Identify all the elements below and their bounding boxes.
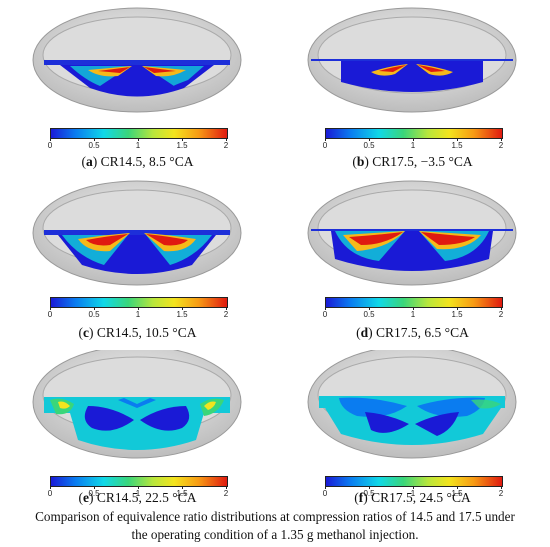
- colorbar-c: [50, 297, 228, 308]
- tick-label: 1: [410, 141, 416, 150]
- tick-label: 0: [322, 310, 328, 319]
- piston-bowl-contour-b: [307, 7, 517, 113]
- tick-label: 1: [410, 489, 416, 498]
- tick-label: 1.5: [451, 310, 463, 319]
- tick-label: 1: [135, 489, 141, 498]
- panel-caption-c: (c) CR14.5, 10.5 °CA: [78, 325, 197, 340]
- colorbar-ticks-a: 0 0.5 1 1.5 2: [47, 138, 229, 153]
- colorbar-tick-mark: [501, 138, 502, 141]
- tick-label: 0: [47, 141, 53, 150]
- tick-label: 0.5: [88, 141, 100, 150]
- colorbar-tick-mark: [94, 307, 95, 310]
- tick-label: 1.5: [176, 310, 188, 319]
- panel-c: 0 0.5 1 1.5 2 (c) CR14.5, 10.5 °CA: [0, 175, 275, 345]
- colorbar-tick-mark: [182, 138, 183, 141]
- tick-label: 0: [322, 489, 328, 498]
- colorbar-tick-mark: [413, 486, 414, 489]
- colorbar-tick-mark: [182, 307, 183, 310]
- piston-bowl-contour-a: [32, 7, 242, 113]
- tick-label: 0.5: [88, 489, 100, 498]
- panel-d: 0 0.5 1 1.5 2 (d) CR17.5, 6.5 °CA: [275, 175, 550, 345]
- colorbar-ticks-f: 0 0.5 1 1.5 2: [322, 486, 504, 501]
- colorbar-tick-mark: [501, 486, 502, 489]
- colorbar-tick-mark: [325, 307, 326, 310]
- tick-label: 2: [498, 310, 504, 319]
- piston-bowl-contour-d: [307, 180, 517, 286]
- panel-caption-f-text: (f) CR17.5, 24.5 °CA: [354, 490, 471, 505]
- colorbar-tick-mark: [369, 486, 370, 489]
- tick-label: 2: [498, 489, 504, 498]
- colorbar-b: [325, 128, 503, 139]
- colorbar-tick-mark: [369, 138, 370, 141]
- colorbar-ticks-d: 0 0.5 1 1.5 2: [322, 307, 504, 322]
- colorbar-tick-mark: [413, 307, 414, 310]
- tick-label: 0: [47, 489, 53, 498]
- colorbar-d: [325, 297, 503, 308]
- tick-label: 1: [410, 310, 416, 319]
- panel-e: 0 0.5 1 1.5 2: [0, 350, 275, 520]
- panel-caption-d: (d) CR17.5, 6.5 °CA: [356, 325, 469, 340]
- figure-caption-line-2: the operating condition of a 1.35 g meth…: [131, 527, 419, 542]
- colorbar-tick-mark: [138, 138, 139, 141]
- panel-caption-b: (b) CR17.5, −3.5 °CA: [352, 154, 473, 169]
- tick-label: 1: [135, 141, 141, 150]
- colorbar-e: [50, 476, 228, 487]
- colorbar-tick-mark: [226, 307, 227, 310]
- colorbar-ticks-b: 0 0.5 1 1.5 2: [322, 138, 504, 153]
- colorbar-tick-mark: [226, 138, 227, 141]
- colorbar-tick-mark: [50, 138, 51, 141]
- tick-label: 0.5: [88, 310, 100, 319]
- tick-label: 1.5: [176, 489, 188, 498]
- colorbar-tick-mark: [413, 138, 414, 141]
- piston-bowl-contour-f: [307, 350, 517, 459]
- tick-label: 2: [498, 141, 504, 150]
- colorbar-tick-mark: [325, 138, 326, 141]
- colorbar-a: [50, 128, 228, 139]
- tick-label: 2: [223, 489, 229, 498]
- piston-bowl-contour-c: [32, 180, 242, 286]
- tick-label: 1.5: [451, 489, 463, 498]
- colorbar-tick-mark: [50, 307, 51, 310]
- colorbar-f: [325, 476, 503, 487]
- tick-label: 1.5: [176, 141, 188, 150]
- panel-f: 0 0.5 1 1.5 2: [275, 350, 550, 520]
- colorbar-tick-mark: [138, 307, 139, 310]
- panel-a: 0 0.5 1 1.5 2 (a) CR14.5, 8.5 °CA: [0, 0, 275, 170]
- tick-label: 0.5: [363, 141, 375, 150]
- tick-label: 0.5: [363, 489, 375, 498]
- colorbar-ticks-c: 0 0.5 1 1.5 2: [47, 307, 229, 322]
- colorbar-tick-mark: [94, 138, 95, 141]
- colorbar-tick-mark: [182, 486, 183, 489]
- figure-caption: Comparison of equivalence ratio distribu…: [0, 508, 550, 544]
- colorbar-tick-mark: [457, 486, 458, 489]
- colorbar-tick-mark: [226, 486, 227, 489]
- colorbar-tick-mark: [457, 138, 458, 141]
- colorbar-tick-mark: [94, 486, 95, 489]
- colorbar-tick-mark: [138, 486, 139, 489]
- tick-label: 0.5: [363, 310, 375, 319]
- tick-label: 2: [223, 141, 229, 150]
- panel-b: 0 0.5 1 1.5 2 (b) CR17.5, −3.5 °CA: [275, 0, 550, 170]
- colorbar-tick-mark: [501, 307, 502, 310]
- colorbar-tick-mark: [369, 307, 370, 310]
- tick-label: 0: [47, 310, 53, 319]
- colorbar-tick-mark: [325, 486, 326, 489]
- panel-caption-a: (a) CR14.5, 8.5 °CA: [81, 154, 194, 169]
- panel-caption-e-text: (e) CR14.5, 22.5 °CA: [78, 490, 197, 505]
- colorbar-tick-mark: [457, 307, 458, 310]
- piston-bowl-contour-e: [32, 350, 242, 459]
- tick-label: 1: [135, 310, 141, 319]
- tick-label: 2: [223, 310, 229, 319]
- tick-label: 1.5: [451, 141, 463, 150]
- tick-label: 0: [322, 141, 328, 150]
- figure-caption-line-1: Comparison of equivalence ratio distribu…: [35, 509, 515, 524]
- colorbar-ticks-e: 0 0.5 1 1.5 2: [47, 486, 229, 501]
- colorbar-tick-mark: [50, 486, 51, 489]
